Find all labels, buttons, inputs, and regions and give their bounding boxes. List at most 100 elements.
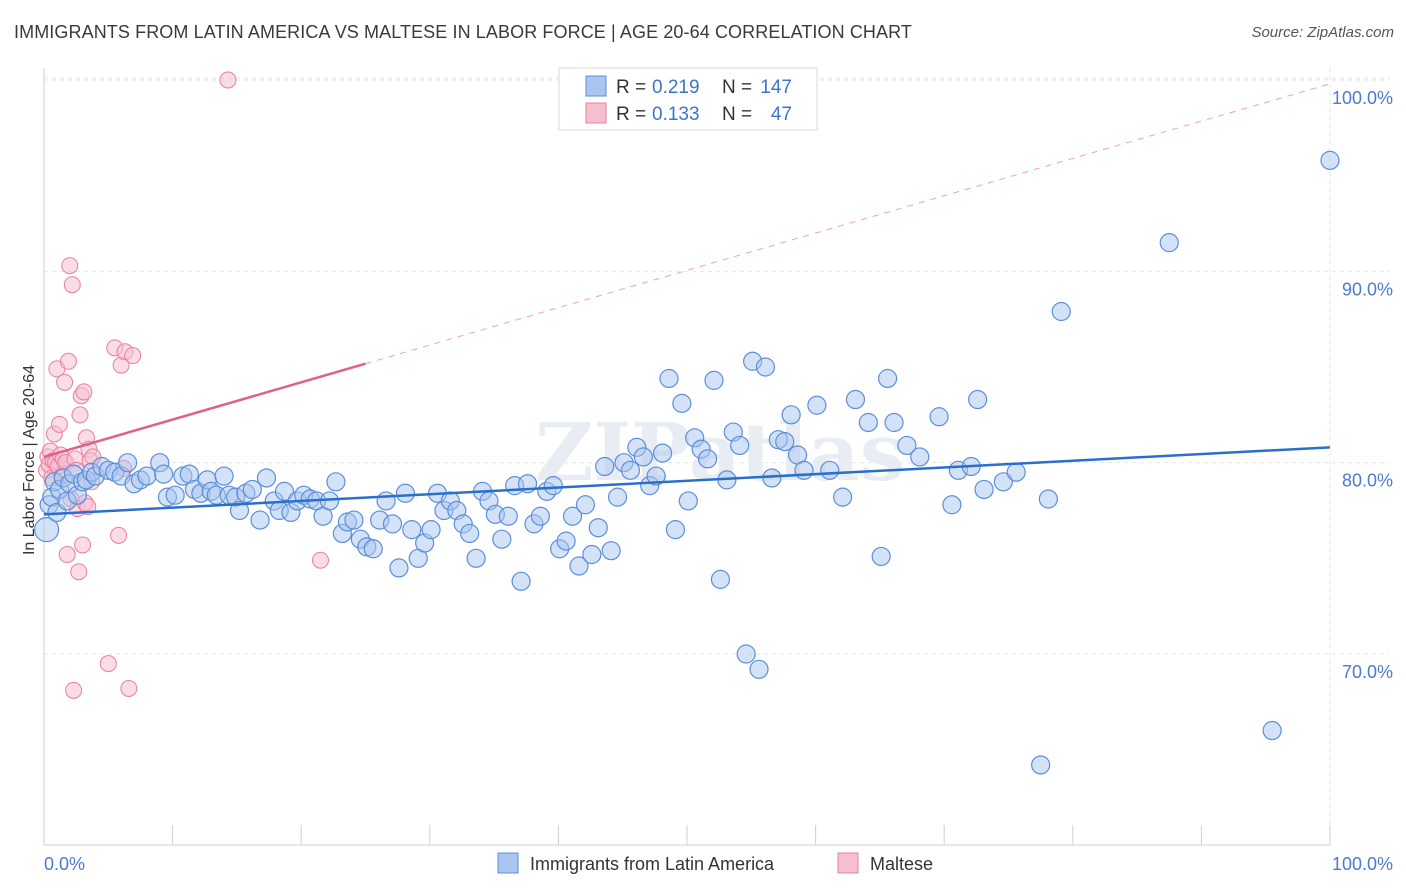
data-point-latin-america: [595, 456, 615, 477]
data-point-latin-america: [326, 472, 346, 492]
data-point-latin-america: [781, 405, 801, 425]
data-point-latin-america: [1038, 489, 1058, 509]
data-point-latin-america: [871, 546, 891, 567]
data-point-latin-america: [1051, 301, 1071, 322]
legend-r-value: 0.133: [652, 104, 700, 125]
data-point-latin-america: [775, 432, 795, 452]
data-point-latin-america: [794, 460, 814, 480]
data-point-latin-america: [833, 487, 853, 507]
data-point-latin-america: [820, 460, 840, 480]
data-point-latin-america: [910, 447, 930, 467]
data-point-maltese: [124, 347, 142, 365]
data-point-latin-america: [466, 548, 486, 568]
data-point-latin-america: [117, 453, 138, 473]
data-point-latin-america: [1031, 755, 1051, 775]
data-point-latin-america: [993, 472, 1013, 492]
data-point-maltese: [70, 563, 88, 581]
legend-n-label: N =: [722, 104, 752, 125]
data-point-maltese: [56, 373, 74, 391]
data-point-latin-america: [214, 466, 234, 486]
data-point-latin-america: [607, 487, 628, 507]
x-tick-label: 100.0%: [1332, 854, 1393, 874]
data-point-latin-america: [1262, 720, 1282, 741]
data-point-latin-america: [153, 464, 174, 484]
bottom-legend-label: Immigrants from Latin America: [530, 854, 775, 874]
data-point-latin-america: [652, 443, 673, 463]
data-point-latin-america: [672, 393, 692, 413]
data-point-latin-america: [498, 506, 518, 526]
data-point-latin-america: [1159, 233, 1179, 253]
data-point-latin-america: [530, 506, 550, 526]
data-point-latin-america: [620, 460, 641, 480]
y-axis-label: In Labor Force | Age 20-64: [21, 365, 38, 555]
trend-line-latin-america: [43, 446, 1331, 516]
chart-title: IMMIGRANTS FROM LATIN AMERICA VS MALTESE…: [14, 22, 913, 42]
data-point-latin-america: [878, 368, 898, 389]
bottom-legend-label: Maltese: [870, 854, 933, 874]
data-point-latin-america: [382, 514, 403, 534]
data-point-maltese: [311, 551, 329, 569]
data-point-latin-america: [229, 500, 250, 521]
legend-r-label: R =: [616, 77, 646, 98]
legend-r-value: 0.219: [652, 77, 700, 98]
data-point-latin-america: [363, 539, 383, 559]
bottom-legend-swatch-pink: [837, 852, 859, 874]
legend-n-label: N =: [722, 77, 752, 98]
data-point-latin-america: [575, 495, 596, 515]
data-point-latin-america: [665, 520, 686, 540]
data-point-maltese: [50, 415, 68, 433]
data-point-maltese: [63, 276, 81, 294]
data-point-latin-america: [807, 395, 827, 415]
data-point-latin-america: [1006, 462, 1026, 482]
series-maltese: [38, 71, 329, 699]
data-point-latin-america: [562, 506, 583, 526]
data-point-latin-america: [755, 357, 776, 377]
data-point-latin-america: [710, 569, 731, 589]
data-point-latin-america: [395, 483, 415, 503]
data-point-latin-america: [633, 447, 653, 467]
chart-source: Source: ZipAtlas.com: [1251, 24, 1394, 41]
data-point-latin-america: [704, 370, 724, 390]
data-point-latin-america: [344, 510, 364, 530]
data-point-latin-america: [460, 523, 480, 544]
data-point-latin-america: [601, 541, 621, 561]
legend-swatch-pink: [585, 102, 607, 124]
data-point-latin-america: [929, 407, 949, 427]
series-latin-america: [33, 150, 1340, 775]
legend-n-value: 147: [760, 77, 792, 98]
bottom-legend-swatch-blue: [497, 852, 519, 874]
data-point-latin-america: [511, 571, 531, 591]
legend-r-label: R =: [616, 104, 646, 125]
data-point-latin-america: [250, 510, 270, 530]
legend-n-value: 47: [771, 104, 792, 125]
y-tick-label: 70.0%: [1342, 662, 1393, 682]
trend-line-maltese-extension: [365, 83, 1331, 365]
data-point-latin-america: [421, 520, 441, 540]
data-point-latin-america: [845, 389, 866, 410]
data-point-latin-america: [389, 558, 409, 578]
data-point-latin-america: [588, 518, 608, 538]
data-point-maltese: [99, 655, 117, 673]
data-point-latin-america: [165, 485, 185, 505]
data-point-latin-america: [1320, 150, 1340, 170]
data-point-latin-america: [678, 491, 698, 511]
data-point-maltese: [75, 383, 93, 401]
data-point-maltese: [71, 406, 89, 424]
data-point-latin-america: [897, 435, 917, 456]
data-point-latin-america: [659, 368, 679, 389]
data-point-latin-america: [749, 659, 769, 679]
data-point-latin-america: [730, 435, 750, 456]
bottom-legend: Immigrants from Latin America Maltese: [497, 852, 933, 874]
data-point-latin-america: [543, 476, 563, 496]
data-point-latin-america: [137, 466, 157, 486]
data-point-maltese: [110, 526, 128, 544]
data-point-latin-america: [582, 544, 602, 565]
data-point-maltese: [59, 352, 77, 370]
legend-swatch-blue: [585, 75, 607, 97]
data-point-maltese: [74, 536, 92, 554]
tick-layer: 70.0% 80.0% 90.0% 100.0% 0.0% 100.0%: [44, 88, 1393, 874]
y-tick-label: 100.0%: [1332, 88, 1393, 108]
data-point-maltese: [219, 71, 237, 89]
y-tick-label: 90.0%: [1342, 279, 1393, 299]
